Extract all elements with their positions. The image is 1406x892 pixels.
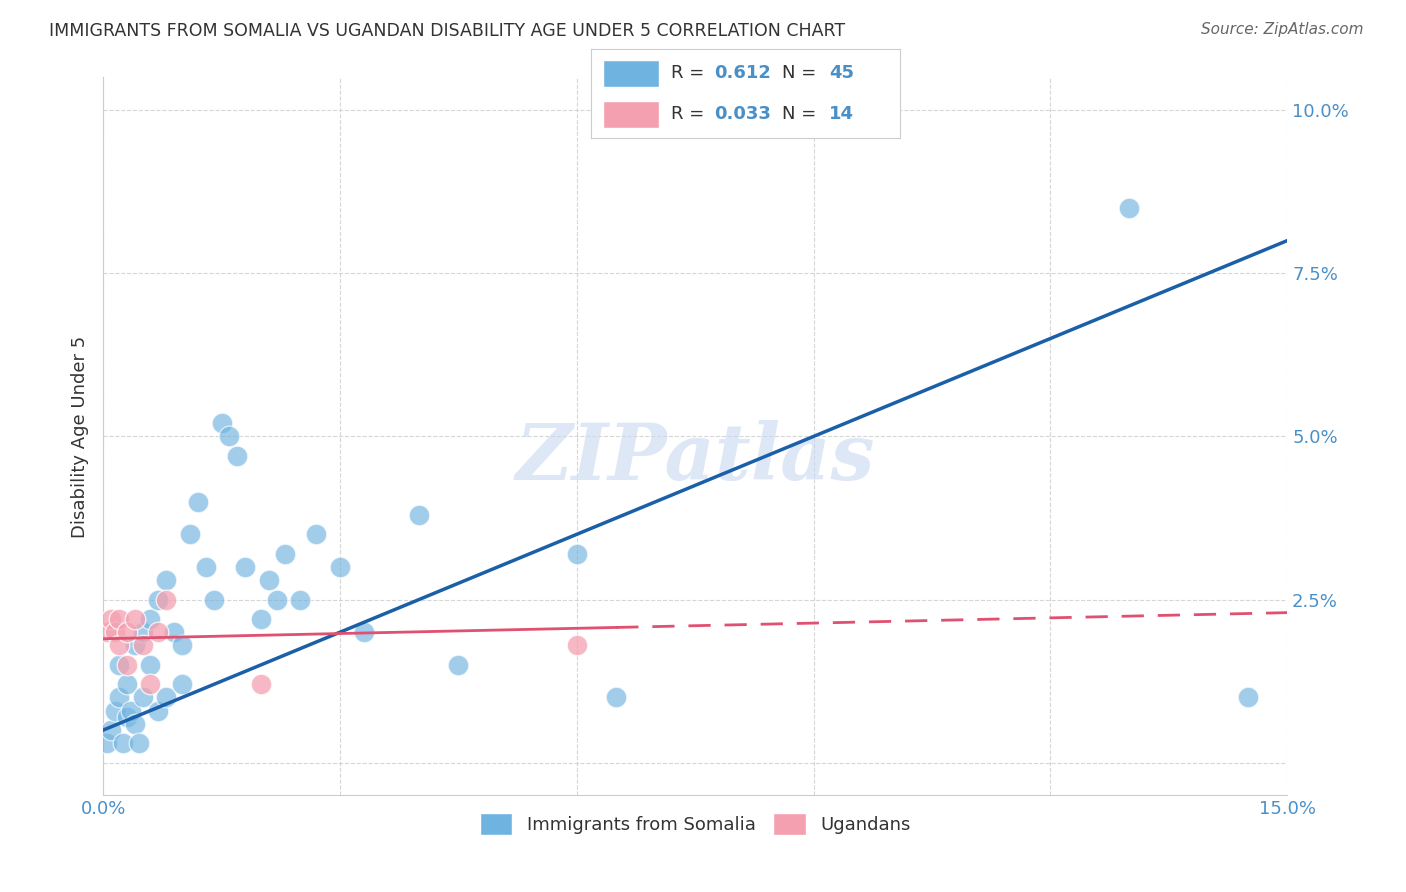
Point (139, 612, 162, 626)
Point (108, 690, 131, 705)
Point (148, 592, 170, 607)
Point (96, 736, 118, 750)
Text: 0.033: 0.033 (714, 105, 770, 123)
Text: R =: R = (671, 64, 704, 82)
Point (1236, 690, 1258, 705)
Point (115, 710, 138, 724)
Text: ZIPatlas: ZIPatlas (516, 420, 875, 496)
Point (148, 625, 170, 640)
Point (290, 592, 312, 607)
Text: 14: 14 (828, 105, 853, 123)
Point (131, 638, 153, 652)
Point (108, 657, 131, 672)
Point (96, 625, 118, 640)
Point (148, 704, 170, 718)
Point (108, 638, 131, 652)
Point (353, 625, 375, 640)
Point (408, 508, 430, 522)
Point (250, 612, 273, 626)
Point (115, 625, 138, 640)
Point (226, 449, 249, 463)
Point (124, 612, 146, 626)
Point (565, 547, 588, 561)
Point (100, 723, 122, 738)
Point (104, 704, 127, 718)
Point (273, 547, 295, 561)
Point (139, 657, 162, 672)
Point (128, 736, 150, 750)
Point (163, 625, 186, 640)
Point (250, 677, 273, 691)
Point (329, 560, 352, 574)
Text: N =: N = (782, 105, 817, 123)
Point (100, 612, 122, 626)
Legend: Immigrants from Somalia, Ugandans: Immigrants from Somalia, Ugandans (471, 804, 920, 844)
Text: IMMIGRANTS FROM SOMALIA VS UGANDAN DISABILITY AGE UNDER 5 CORRELATION CHART: IMMIGRANTS FROM SOMALIA VS UGANDAN DISAB… (49, 22, 845, 40)
Text: Source: ZipAtlas.com: Source: ZipAtlas.com (1201, 22, 1364, 37)
Point (120, 704, 142, 718)
Point (170, 677, 193, 691)
Text: 0.612: 0.612 (714, 64, 770, 82)
Point (233, 560, 256, 574)
Point (139, 677, 162, 691)
Point (447, 657, 470, 672)
Point (202, 592, 225, 607)
Point (155, 592, 177, 607)
Point (211, 417, 233, 431)
Point (266, 592, 288, 607)
Point (179, 527, 201, 541)
Point (170, 638, 193, 652)
Text: R =: R = (671, 105, 704, 123)
Point (1118, 201, 1140, 215)
Point (115, 657, 138, 672)
Point (218, 429, 240, 443)
Point (131, 690, 153, 705)
Point (187, 494, 209, 508)
Point (131, 625, 153, 640)
Text: N =: N = (782, 64, 817, 82)
Point (111, 736, 134, 750)
Point (194, 560, 217, 574)
Point (104, 625, 127, 640)
Bar (603, 60, 658, 87)
Bar (603, 101, 658, 128)
Point (565, 638, 588, 652)
Point (605, 690, 627, 705)
Point (115, 677, 138, 691)
Text: 45: 45 (828, 64, 853, 82)
Point (108, 612, 131, 626)
Point (257, 573, 280, 587)
Point (305, 527, 328, 541)
Point (124, 638, 146, 652)
Point (155, 573, 177, 587)
Point (124, 716, 146, 731)
Point (155, 690, 177, 705)
Y-axis label: Disability Age Under 5: Disability Age Under 5 (72, 335, 89, 538)
